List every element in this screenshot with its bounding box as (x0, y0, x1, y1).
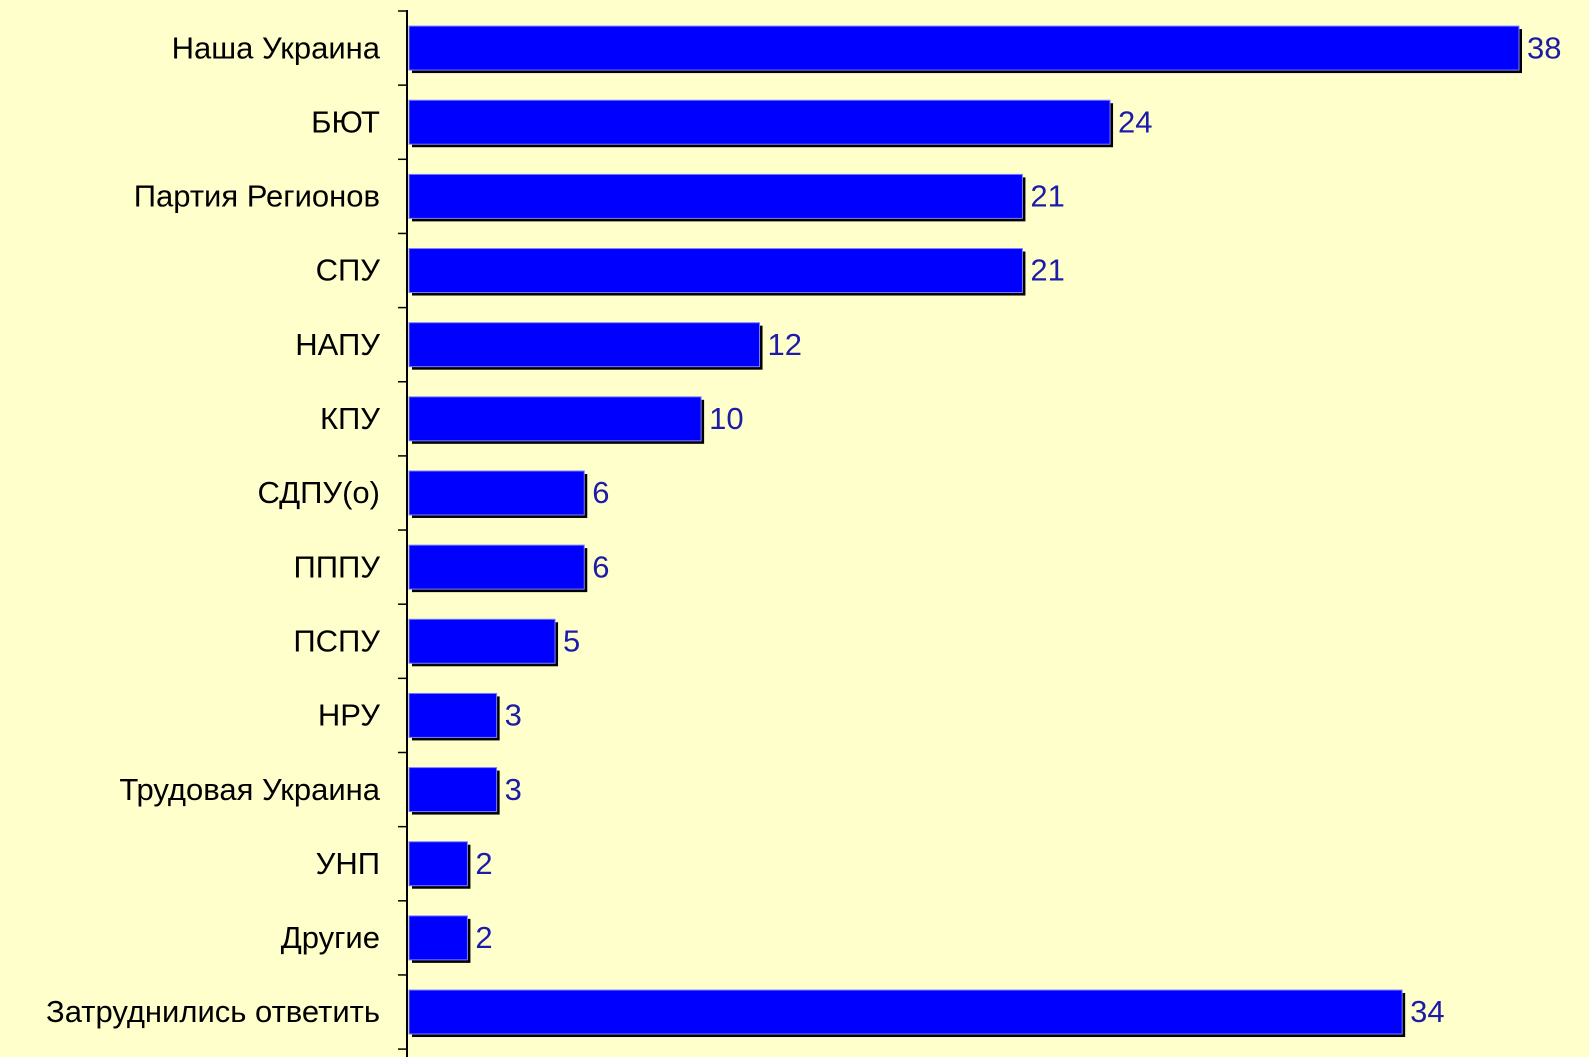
bar (408, 618, 556, 664)
bar (408, 248, 1023, 294)
y-tick-label: НРУ (318, 698, 380, 733)
y-tick-label: НАПУ (295, 327, 380, 362)
bar (408, 544, 585, 590)
value-label: 24 (1118, 104, 1152, 139)
y-tick-label: ПСПУ (293, 623, 380, 658)
bar (408, 692, 498, 738)
bar (408, 396, 702, 442)
bar (408, 989, 1403, 1035)
value-label: 2 (475, 846, 492, 881)
value-label: 5 (563, 623, 580, 658)
bar (408, 767, 498, 813)
value-label: 10 (709, 401, 743, 436)
bar (408, 841, 468, 887)
y-tick-label: Партия Регионов (134, 179, 380, 214)
value-label: 6 (592, 475, 609, 510)
value-label: 38 (1527, 30, 1561, 65)
value-label: 12 (768, 327, 802, 362)
y-tick-label: Наша Украина (172, 30, 381, 65)
bar (408, 99, 1111, 145)
y-tick-label: ПППУ (293, 549, 380, 584)
value-label: 34 (1410, 994, 1444, 1029)
value-label: 21 (1030, 253, 1064, 288)
value-label: 3 (505, 772, 522, 807)
y-tick-label: СПУ (316, 253, 381, 288)
bar (408, 915, 468, 961)
value-label: 2 (475, 920, 492, 955)
y-tick-label: СДПУ(о) (257, 475, 380, 510)
y-tick-label: БЮТ (311, 104, 380, 139)
bar (408, 25, 1520, 71)
value-label: 3 (505, 698, 522, 733)
y-tick-label: КПУ (320, 401, 380, 436)
y-tick-label: УНП (316, 846, 380, 881)
value-label: 6 (592, 549, 609, 584)
bar (408, 322, 761, 368)
value-label: 21 (1030, 179, 1064, 214)
bar (408, 470, 585, 516)
y-tick-label: Трудовая Украина (119, 772, 380, 807)
y-tick-label: Затруднились ответить (46, 994, 380, 1029)
bar (408, 173, 1023, 219)
y-tick-label: Другие (281, 920, 380, 955)
